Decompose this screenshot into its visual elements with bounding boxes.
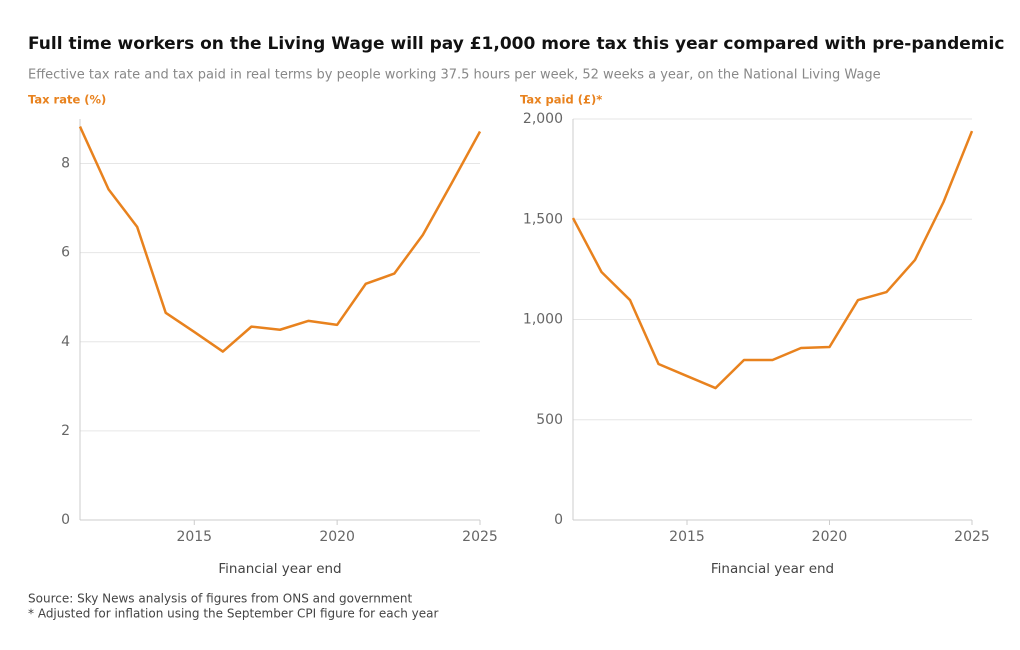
y-axis-label: Tax paid (£)*: [520, 93, 602, 107]
source: Source: Sky News analysis of figures fro…: [28, 592, 412, 606]
y-tick-label: 1,500: [523, 211, 563, 227]
x-tick-label: 2015: [669, 529, 705, 545]
y-tick-label: 2: [61, 423, 70, 439]
x-tick-label: 2015: [176, 529, 212, 545]
y-tick-label: 6: [61, 245, 70, 261]
x-axis-label: Financial year end: [218, 561, 341, 577]
x-tick-label: 2020: [812, 529, 848, 545]
x-tick-label: 2020: [319, 529, 355, 545]
y-tick-label: 0: [61, 512, 70, 528]
y-tick-label: 500: [536, 412, 563, 428]
x-tick-label: 2025: [954, 529, 990, 545]
note: * Adjusted for inflation using the Septe…: [28, 607, 439, 621]
y-tick-label: 0: [554, 512, 563, 528]
title: Full time workers on the Living Wage wil…: [28, 34, 1004, 54]
y-tick-label: 2,000: [523, 111, 563, 127]
x-axis-label: Financial year end: [711, 561, 834, 577]
subtitle: Effective tax rate and tax paid in real …: [28, 68, 881, 83]
y-tick-label: 1,000: [523, 312, 563, 328]
y-tick-label: 4: [61, 334, 70, 350]
y-axis-label: Tax rate (%): [28, 93, 106, 107]
y-tick-label: 8: [61, 156, 70, 172]
x-tick-label: 2025: [462, 529, 498, 545]
line: [78, 126, 482, 353]
line: [571, 130, 974, 390]
